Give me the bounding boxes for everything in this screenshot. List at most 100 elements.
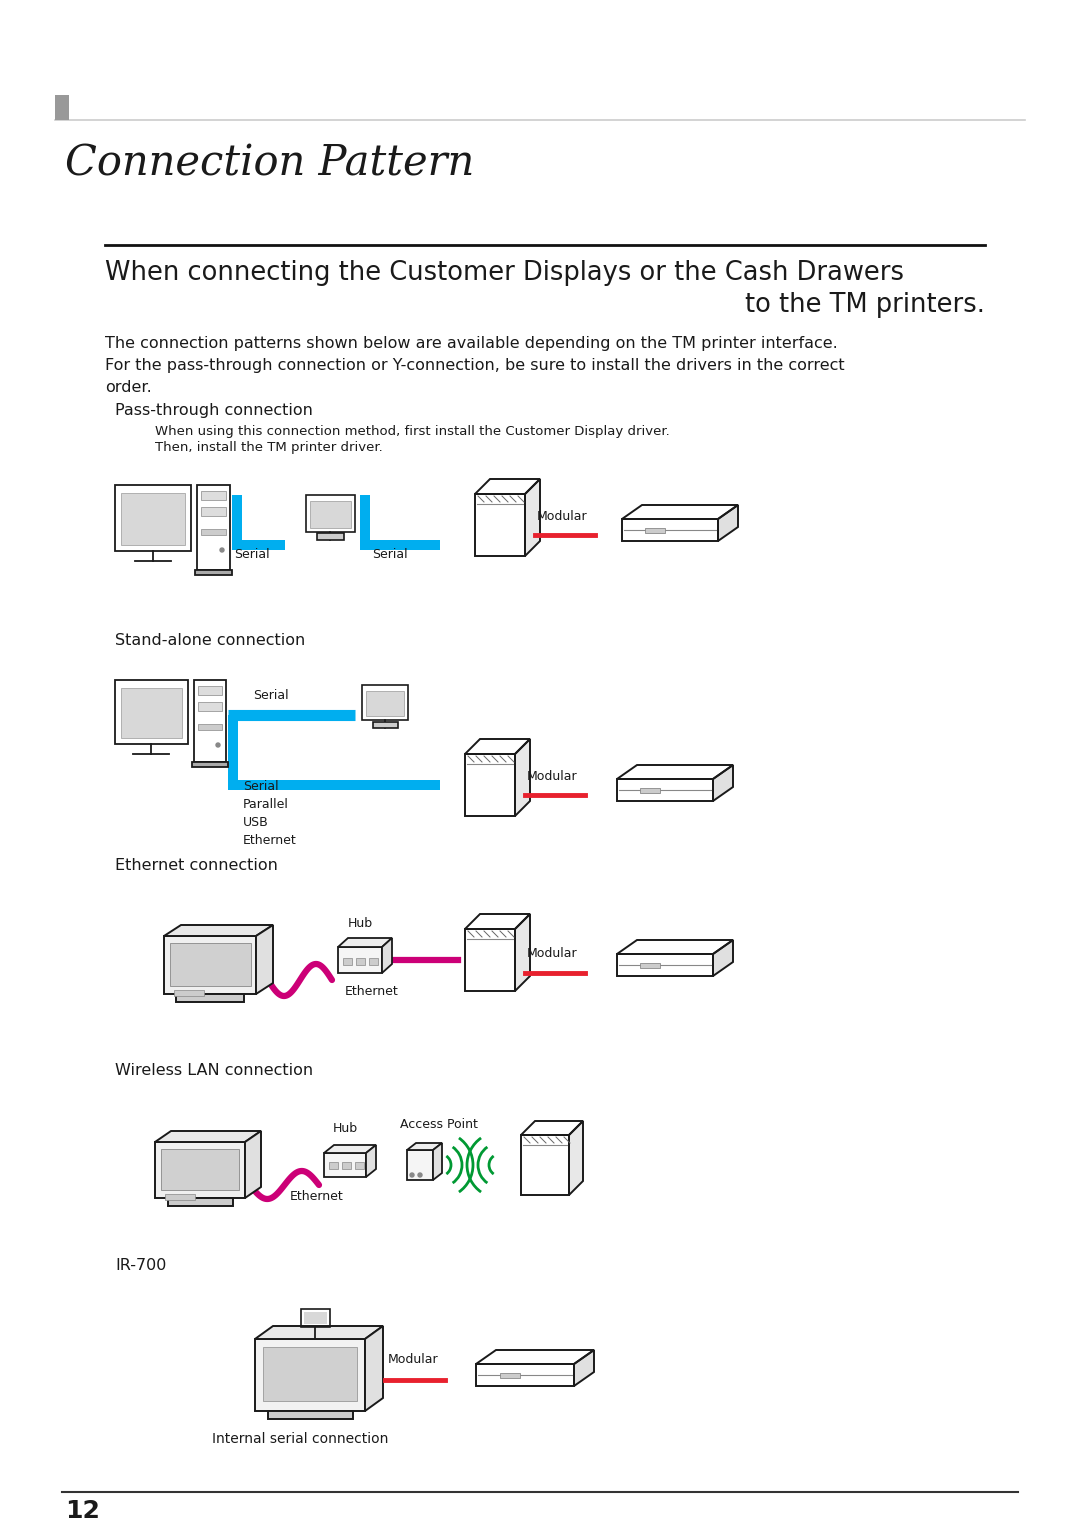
Text: For the pass-through connection or Y-connection, be sure to install the drivers : For the pass-through connection or Y-con… — [105, 357, 845, 373]
Bar — [197, 486, 230, 570]
Bar — [114, 486, 191, 551]
Bar — [232, 495, 242, 550]
Bar — [500, 1373, 519, 1377]
Bar — [170, 944, 251, 986]
Bar — [329, 1162, 338, 1170]
Bar — [360, 541, 440, 550]
Text: When using this connection method, first install the Customer Display driver.: When using this connection method, first… — [156, 425, 670, 438]
Text: Modular: Modular — [537, 510, 588, 524]
Bar — [360, 495, 370, 550]
Bar — [318, 533, 345, 541]
Bar — [194, 680, 226, 762]
Bar — [55, 95, 69, 121]
Text: order.: order. — [105, 380, 152, 395]
Polygon shape — [255, 1325, 383, 1339]
Polygon shape — [407, 1150, 433, 1180]
Circle shape — [418, 1173, 422, 1177]
Text: to the TM printers.: to the TM printers. — [745, 292, 985, 318]
Bar — [195, 570, 232, 576]
Polygon shape — [164, 936, 256, 994]
Bar — [301, 1309, 330, 1327]
Circle shape — [216, 744, 220, 747]
Text: 12: 12 — [65, 1500, 99, 1522]
Text: Serial
Parallel
USB
Ethernet: Serial Parallel USB Ethernet — [243, 780, 297, 847]
Text: Pass-through connection: Pass-through connection — [114, 403, 313, 418]
Polygon shape — [569, 1121, 583, 1196]
Circle shape — [220, 548, 224, 551]
Text: When connecting the Customer Displays or the Cash Drawers: When connecting the Customer Displays or… — [105, 260, 904, 286]
Bar — [356, 957, 365, 965]
Polygon shape — [525, 479, 540, 556]
Bar — [310, 501, 351, 528]
Text: Modular: Modular — [388, 1353, 438, 1367]
Text: Hub: Hub — [333, 1122, 359, 1135]
Bar — [342, 1162, 351, 1170]
Bar — [355, 1162, 364, 1170]
Bar — [192, 762, 228, 767]
Bar — [198, 702, 222, 712]
Polygon shape — [382, 938, 392, 973]
Polygon shape — [338, 938, 392, 947]
Polygon shape — [338, 947, 382, 973]
Polygon shape — [713, 765, 733, 802]
Bar — [201, 492, 226, 499]
Text: Connection Pattern: Connection Pattern — [65, 142, 474, 183]
Text: Access Point: Access Point — [400, 1118, 477, 1132]
Text: Modular: Modular — [527, 770, 578, 783]
Bar — [228, 715, 238, 789]
Polygon shape — [324, 1145, 376, 1153]
Text: Stand-alone connection: Stand-alone connection — [114, 634, 306, 647]
Text: Serial: Serial — [253, 689, 288, 702]
Text: Ethernet: Ethernet — [291, 1190, 343, 1203]
Text: Hub: Hub — [348, 918, 373, 930]
Polygon shape — [256, 925, 273, 994]
Polygon shape — [255, 1339, 365, 1411]
Polygon shape — [365, 1325, 383, 1411]
Bar — [362, 686, 408, 721]
Bar — [645, 528, 665, 533]
Bar — [198, 724, 222, 730]
Text: The connection patterns shown below are available depending on the TM printer in: The connection patterns shown below are … — [105, 336, 838, 351]
Bar — [264, 1347, 357, 1400]
Bar — [168, 1199, 233, 1206]
Polygon shape — [366, 1145, 376, 1177]
Polygon shape — [433, 1144, 442, 1180]
Polygon shape — [713, 941, 733, 976]
Text: Modular: Modular — [527, 947, 578, 960]
Polygon shape — [407, 1144, 442, 1150]
Bar — [373, 722, 399, 728]
Polygon shape — [156, 1132, 261, 1142]
Polygon shape — [515, 739, 530, 815]
Text: Ethernet connection: Ethernet connection — [114, 858, 278, 873]
Bar — [228, 780, 440, 789]
Text: Ethernet: Ethernet — [345, 985, 399, 999]
Bar — [306, 495, 355, 531]
Text: Internal serial connection: Internal serial connection — [212, 1432, 388, 1446]
Polygon shape — [324, 1153, 366, 1177]
Bar — [303, 1312, 327, 1324]
Bar — [161, 1148, 239, 1190]
Bar — [343, 957, 352, 965]
Bar — [121, 493, 185, 545]
Bar — [176, 994, 244, 1002]
Bar — [201, 528, 226, 534]
Bar — [121, 689, 183, 738]
Polygon shape — [515, 915, 530, 991]
Bar — [232, 541, 285, 550]
Polygon shape — [573, 1350, 594, 1387]
Text: IR-700: IR-700 — [114, 1258, 166, 1274]
Polygon shape — [164, 925, 273, 936]
Bar — [366, 692, 404, 716]
Text: Serial: Serial — [372, 548, 407, 560]
Bar — [640, 788, 660, 793]
Text: Then, install the TM printer driver.: Then, install the TM printer driver. — [156, 441, 382, 454]
Bar — [165, 1194, 195, 1200]
Bar — [201, 507, 226, 516]
Bar — [369, 957, 378, 965]
Polygon shape — [156, 1142, 245, 1199]
Circle shape — [410, 1173, 414, 1177]
Bar — [268, 1411, 353, 1419]
Bar — [174, 989, 204, 996]
Bar — [198, 686, 222, 695]
Text: Wireless LAN connection: Wireless LAN connection — [114, 1063, 313, 1078]
